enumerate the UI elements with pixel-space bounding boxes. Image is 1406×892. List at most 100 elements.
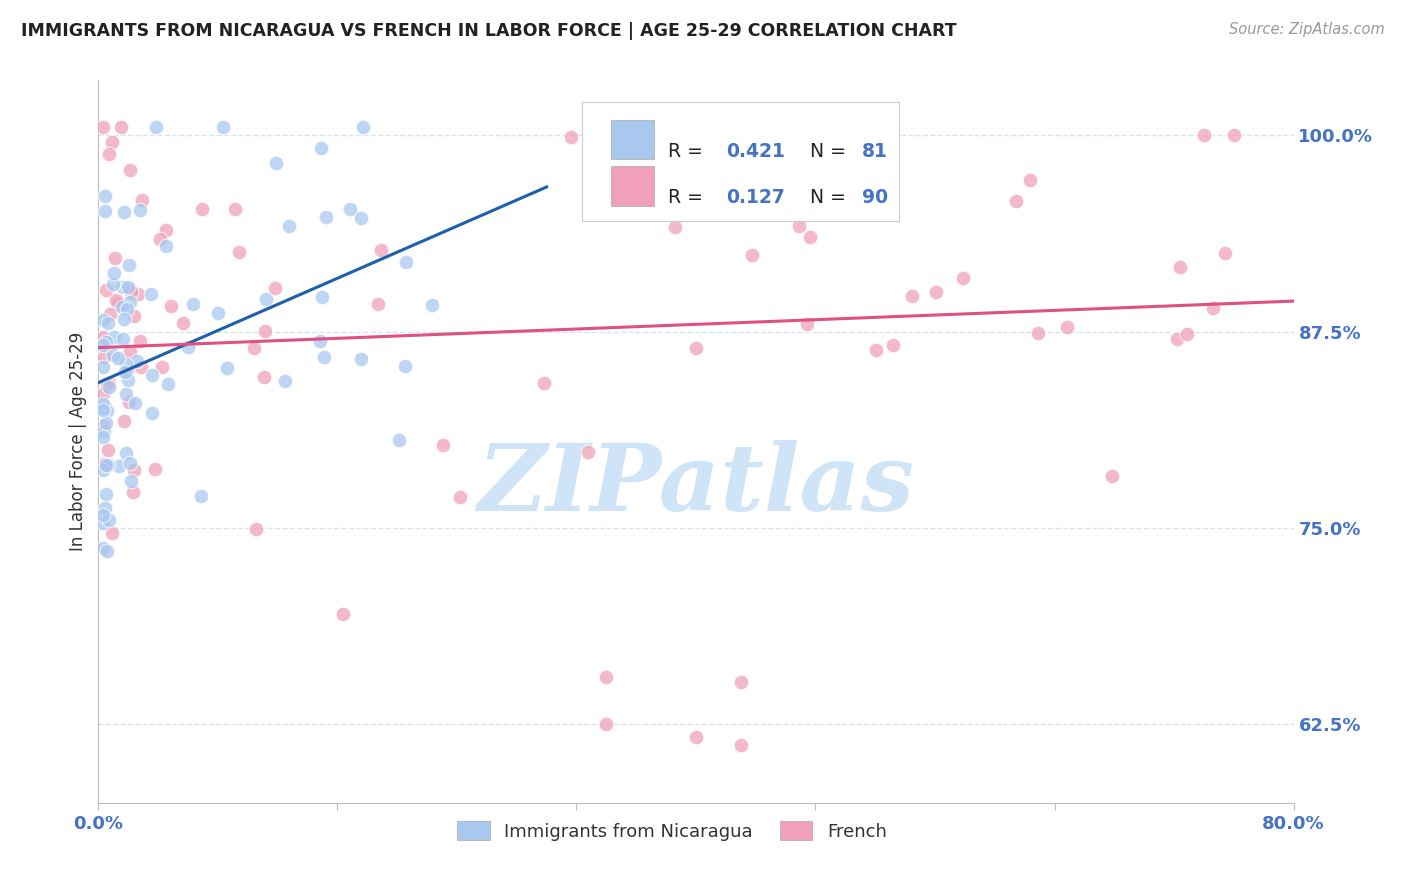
Immigrants from Nicaragua <box>139 287 162 301</box>
Immigrants from Nicaragua <box>103 330 125 344</box>
Immigrants from Nicaragua <box>141 368 163 383</box>
Immigrants from Nicaragua <box>94 189 117 203</box>
Y-axis label: In Labor Force | Age 25-29: In Labor Force | Age 25-29 <box>69 332 87 551</box>
Immigrants from Nicaragua <box>118 258 141 272</box>
Immigrants from Nicaragua <box>115 358 138 372</box>
Immigrants from Nicaragua <box>91 508 114 523</box>
French <box>107 297 129 311</box>
Immigrants from Nicaragua <box>111 300 134 314</box>
French <box>1101 469 1123 483</box>
French <box>1223 128 1246 143</box>
Immigrants from Nicaragua <box>93 424 115 438</box>
French <box>585 127 607 141</box>
Immigrants from Nicaragua <box>94 487 117 501</box>
French <box>770 150 793 164</box>
Immigrants from Nicaragua <box>124 396 146 410</box>
French <box>1019 173 1042 187</box>
French <box>98 376 121 390</box>
French <box>1201 301 1223 315</box>
Immigrants from Nicaragua <box>115 445 138 459</box>
Immigrants from Nicaragua <box>94 416 117 430</box>
Immigrants from Nicaragua <box>207 306 229 320</box>
Immigrants from Nicaragua <box>91 402 114 417</box>
Immigrants from Nicaragua <box>96 458 118 473</box>
Immigrants from Nicaragua <box>101 348 124 362</box>
Immigrants from Nicaragua <box>395 254 418 268</box>
French <box>91 330 114 344</box>
French <box>150 360 173 375</box>
Immigrants from Nicaragua <box>388 433 411 447</box>
Immigrants from Nicaragua <box>350 351 373 366</box>
French <box>432 438 454 452</box>
Immigrants from Nicaragua <box>141 406 163 420</box>
French <box>110 298 132 312</box>
French <box>160 299 183 313</box>
Immigrants from Nicaragua <box>111 279 134 293</box>
French <box>143 461 166 475</box>
French <box>228 245 250 260</box>
Immigrants from Nicaragua <box>96 543 118 558</box>
French <box>592 152 614 166</box>
Immigrants from Nicaragua <box>120 474 142 488</box>
Legend: Immigrants from Nicaragua, French: Immigrants from Nicaragua, French <box>450 814 894 848</box>
French <box>1166 332 1188 346</box>
Immigrants from Nicaragua <box>190 489 212 503</box>
French <box>91 120 114 135</box>
Immigrants from Nicaragua <box>115 387 138 401</box>
French <box>560 129 582 144</box>
Immigrants from Nicaragua <box>118 294 141 309</box>
Text: IMMIGRANTS FROM NICARAGUA VS FRENCH IN LABOR FORCE | AGE 25-29 CORRELATION CHART: IMMIGRANTS FROM NICARAGUA VS FRENCH IN L… <box>21 22 956 40</box>
French <box>94 283 117 297</box>
Immigrants from Nicaragua <box>128 202 150 217</box>
French <box>122 310 145 324</box>
French <box>1175 327 1198 342</box>
Immigrants from Nicaragua <box>96 404 118 418</box>
Immigrants from Nicaragua <box>91 359 114 374</box>
Immigrants from Nicaragua <box>157 376 180 391</box>
Immigrants from Nicaragua <box>93 401 115 416</box>
French <box>685 341 707 355</box>
Immigrants from Nicaragua <box>352 120 374 135</box>
French <box>730 738 752 752</box>
Immigrants from Nicaragua <box>103 266 125 280</box>
Immigrants from Nicaragua <box>112 205 135 219</box>
French <box>112 414 135 428</box>
French <box>191 202 214 216</box>
French <box>370 244 392 258</box>
French <box>118 395 141 409</box>
French <box>1168 260 1191 274</box>
Immigrants from Nicaragua <box>118 457 141 471</box>
French <box>129 360 152 375</box>
Immigrants from Nicaragua <box>114 365 136 379</box>
Text: ZIPatlas: ZIPatlas <box>478 440 914 530</box>
French <box>796 317 818 331</box>
Immigrants from Nicaragua <box>94 334 117 349</box>
French <box>882 338 904 352</box>
French <box>1026 326 1049 341</box>
French <box>91 387 114 401</box>
Text: N =: N = <box>797 187 852 207</box>
Text: 0.127: 0.127 <box>725 187 785 207</box>
Immigrants from Nicaragua <box>93 399 115 413</box>
French <box>104 293 127 308</box>
Immigrants from Nicaragua <box>311 141 333 155</box>
French <box>367 296 389 310</box>
French <box>122 463 145 477</box>
French <box>172 316 194 330</box>
French <box>664 220 686 235</box>
French <box>93 351 115 365</box>
Immigrants from Nicaragua <box>311 290 333 304</box>
French <box>100 525 122 540</box>
Immigrants from Nicaragua <box>183 296 205 310</box>
Immigrants from Nicaragua <box>117 280 139 294</box>
French <box>685 730 707 744</box>
Text: 0.421: 0.421 <box>725 142 785 161</box>
Immigrants from Nicaragua <box>94 501 117 516</box>
Immigrants from Nicaragua <box>107 351 129 365</box>
Text: R =: R = <box>668 142 710 161</box>
FancyBboxPatch shape <box>612 120 654 160</box>
Immigrants from Nicaragua <box>420 298 443 312</box>
Immigrants from Nicaragua <box>91 397 114 411</box>
Immigrants from Nicaragua <box>112 312 135 326</box>
French <box>741 248 763 262</box>
